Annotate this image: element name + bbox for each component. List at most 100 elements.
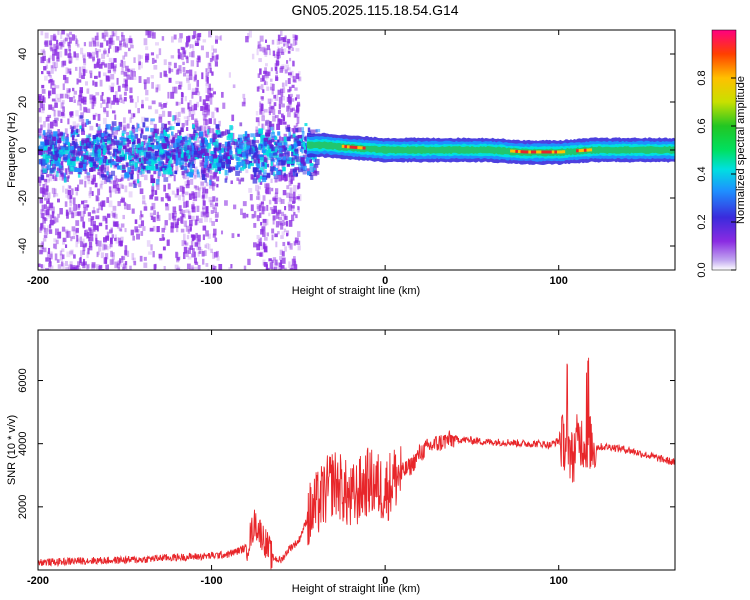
- noise-cell: [55, 93, 59, 100]
- noise-cell: [194, 166, 198, 172]
- noise-cell: [274, 198, 278, 205]
- noise-cell: [60, 32, 63, 39]
- noise-cell: [279, 136, 283, 144]
- cluster-cell: [96, 150, 100, 154]
- cluster-cell: [120, 149, 124, 154]
- noise-cell: [216, 183, 219, 188]
- cluster-cell: [170, 146, 173, 152]
- noise-cell: [185, 74, 190, 82]
- noise-cell: [67, 53, 72, 58]
- cluster-cell: [270, 126, 274, 131]
- cluster-cell: [239, 140, 244, 145]
- noise-cell: [179, 69, 182, 74]
- noise-cell: [275, 241, 278, 248]
- noise-cell: [246, 213, 249, 218]
- noise-cell: [50, 67, 54, 74]
- noise-cell: [209, 67, 212, 73]
- cluster-cell: [150, 178, 156, 184]
- noise-cell: [193, 30, 197, 38]
- noise-cell: [83, 204, 87, 208]
- noise-cell: [86, 88, 90, 94]
- cluster-cell: [208, 155, 213, 162]
- noise-cell: [60, 102, 64, 109]
- tone-peak: [344, 145, 348, 149]
- noise-cell: [174, 223, 179, 228]
- noise-cell: [201, 72, 204, 80]
- cluster-cell: [51, 160, 54, 167]
- noise-cell: [277, 265, 281, 270]
- noise-cell: [52, 220, 55, 225]
- noise-cell: [69, 201, 72, 207]
- noise-cell: [261, 123, 264, 131]
- noise-cell: [92, 80, 95, 86]
- noise-cell: [288, 86, 292, 92]
- noise-cell: [256, 215, 260, 222]
- cluster-cell: [191, 157, 195, 162]
- noise-cell: [284, 215, 288, 221]
- cluster-cell: [89, 168, 94, 172]
- noise-cell: [280, 88, 284, 93]
- cluster-cell: [227, 146, 232, 153]
- noise-cell: [113, 58, 117, 63]
- cluster-cell: [179, 145, 183, 151]
- noise-cell: [268, 48, 271, 56]
- noise-cell: [108, 45, 112, 49]
- tone-peak: [349, 145, 353, 149]
- noise-cell: [114, 221, 118, 227]
- cluster-cell: [304, 136, 307, 141]
- noise-cell: [66, 230, 71, 238]
- noise-cell: [280, 30, 283, 36]
- noise-cell: [107, 62, 112, 70]
- noise-cell: [54, 228, 59, 236]
- noise-cell: [168, 61, 172, 66]
- noise-cell: [79, 257, 82, 264]
- cluster-cell: [44, 159, 49, 165]
- cluster-cell: [282, 156, 286, 161]
- cluster-cell: [289, 134, 295, 139]
- tone-peak: [586, 148, 590, 152]
- noise-cell: [253, 210, 257, 218]
- noise-cell: [296, 195, 300, 199]
- noise-cell: [193, 191, 198, 198]
- cluster-cell: [274, 141, 279, 146]
- noise-cell: [197, 265, 201, 270]
- noise-cell: [83, 107, 88, 113]
- noise-cell: [117, 98, 121, 103]
- cluster-cell: [134, 133, 139, 139]
- cluster-cell: [96, 139, 100, 145]
- noise-cell: [46, 70, 51, 75]
- noise-cell: [89, 94, 94, 100]
- noise-cell: [177, 101, 181, 106]
- noise-cell: [52, 243, 56, 249]
- noise-cell: [260, 149, 263, 153]
- noise-cell: [131, 68, 136, 73]
- noise-cell: [81, 130, 86, 135]
- noise-cell: [66, 88, 71, 94]
- noise-cell: [113, 46, 117, 53]
- noise-cell: [143, 82, 147, 90]
- cluster-cell: [85, 151, 89, 157]
- noise-cell: [143, 206, 148, 211]
- cluster-cell: [76, 133, 80, 137]
- cluster-cell: [231, 141, 235, 145]
- noise-cell: [150, 244, 153, 251]
- noise-cell: [290, 168, 293, 174]
- cluster-cell: [201, 174, 206, 181]
- noise-cell: [44, 228, 48, 235]
- noise-cell: [132, 257, 136, 263]
- noise-cell: [55, 239, 59, 245]
- cluster-cell: [128, 135, 132, 140]
- noise-cell: [270, 67, 273, 72]
- noise-cell: [164, 73, 168, 78]
- cluster-cell: [145, 127, 149, 132]
- noise-cell: [75, 39, 79, 47]
- noise-cell: [293, 125, 297, 130]
- noise-cell: [89, 98, 93, 104]
- cluster-cell: [254, 139, 260, 144]
- noise-cell: [92, 114, 96, 120]
- noise-cell: [64, 128, 68, 135]
- cluster-cell: [92, 138, 97, 144]
- noise-cell: [185, 42, 188, 48]
- cluster-cell: [43, 146, 47, 151]
